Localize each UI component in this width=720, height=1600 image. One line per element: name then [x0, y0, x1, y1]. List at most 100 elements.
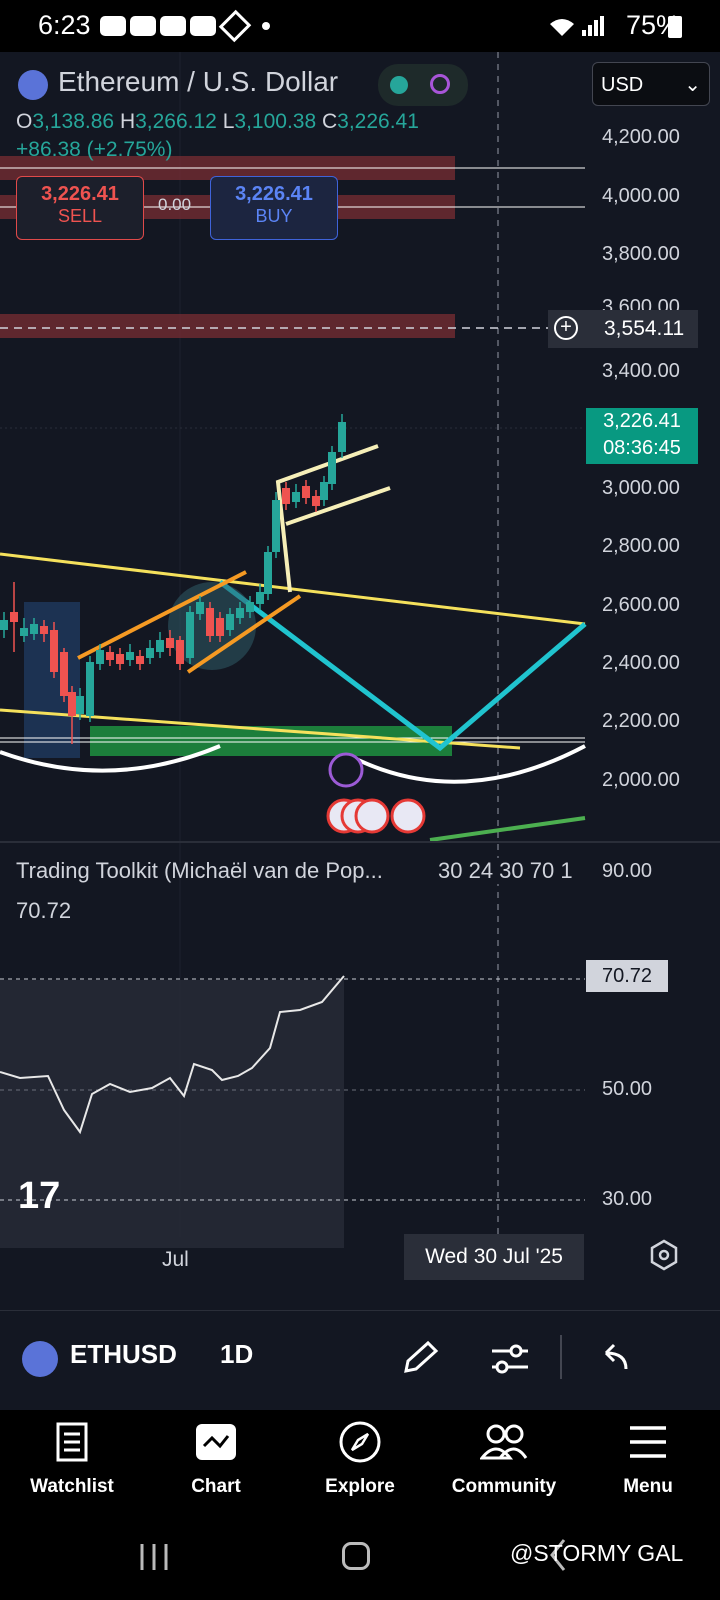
toolbar-divider: [560, 1335, 562, 1379]
battery-icon: [668, 16, 682, 38]
nav-label: Community: [451, 1476, 557, 1497]
candle-body: [338, 422, 346, 452]
candle-body: [236, 608, 244, 618]
price-axis-label: 2,600.00: [602, 594, 680, 616]
candle-body: [20, 628, 28, 636]
symbol-button[interactable]: ETHUSD: [70, 1339, 177, 1369]
candle-body: [186, 612, 194, 658]
candle-body: [264, 552, 272, 594]
candle-body: [50, 630, 58, 672]
candle-body: [206, 608, 214, 636]
price-axis-label: 3,400.00: [602, 360, 680, 382]
dot-icon: [262, 22, 270, 30]
nav-community[interactable]: Community: [432, 1410, 576, 1518]
wifi-signal-icon: [550, 16, 604, 36]
bar-countdown: 08:36:45: [603, 437, 681, 459]
community-icon: [480, 1424, 528, 1460]
buy-label: BUY: [255, 206, 293, 226]
home-icon[interactable]: [342, 1542, 370, 1570]
nav-watchlist[interactable]: Watchlist: [0, 1410, 144, 1518]
candle-body: [328, 452, 336, 484]
price-axis-label: 2,000.00: [602, 769, 680, 791]
buy-button[interactable]: 3,226.41 BUY: [210, 176, 338, 240]
candle-body: [30, 624, 38, 634]
candle-body: [256, 592, 264, 604]
nav-label: Menu: [623, 1476, 673, 1497]
crosshair-price-badge[interactable]: + 3,554.11: [548, 310, 698, 348]
indicator-title[interactable]: Trading Toolkit (Michaël van de Pop... 3…: [16, 858, 576, 884]
last-price: 3,226.41: [603, 410, 681, 432]
chart-settings-gear-icon[interactable]: [630, 1238, 674, 1282]
indicator-axis-label: 90.00: [602, 860, 653, 882]
sell-label: SELL: [57, 206, 103, 226]
live-dot-icon: [390, 76, 408, 94]
price-axis-label: 3,800.00: [602, 243, 680, 265]
price-axis-label: 2,800.00: [602, 535, 680, 557]
price-axis-label: 3,000.00: [602, 477, 680, 499]
candle-body: [40, 626, 48, 634]
currency-value: USD: [601, 74, 644, 96]
share-icon[interactable]: [430, 74, 450, 94]
candle-body: [216, 618, 224, 636]
indicator-value: 70.72: [16, 898, 72, 923]
candle-body: [196, 602, 204, 614]
recent-apps-icon[interactable]: [136, 1542, 172, 1572]
youtube-icon: [160, 16, 186, 36]
indicator-axis-label: 50.00: [602, 1078, 653, 1100]
status-time: 6:23: [38, 10, 91, 40]
chart-canvas[interactable]: 17: [0, 52, 720, 1310]
nav-explore[interactable]: Explore: [288, 1410, 432, 1518]
nav-chart[interactable]: Chart: [144, 1410, 288, 1518]
compass-icon: [339, 1421, 381, 1463]
nav-label: Watchlist: [30, 1476, 114, 1497]
candle-body: [136, 656, 144, 664]
currency-select[interactable]: USD ⌄: [592, 62, 710, 106]
back-icon[interactable]: [548, 1538, 568, 1572]
youtube-icon: [130, 16, 156, 36]
price-axis-label: 2,200.00: [602, 710, 680, 732]
price-change: +86.38 (+2.75%): [16, 138, 173, 161]
candle-body: [246, 602, 254, 612]
price-axis-label: 4,200.00: [602, 126, 680, 148]
sell-button[interactable]: 3,226.41 SELL: [16, 176, 144, 240]
nav-menu[interactable]: Menu: [576, 1410, 720, 1518]
candle-body: [76, 696, 84, 714]
system-navigation-bar: @STORMY GAL: [0, 1518, 720, 1600]
open-label: O: [16, 110, 33, 133]
last-price-badge: 3,226.41 08:36:45: [586, 408, 698, 464]
candle-body: [68, 692, 76, 716]
candle-body: [292, 492, 300, 502]
candle-body: [86, 662, 94, 716]
nav-label: Explore: [325, 1476, 395, 1497]
ethereum-logo-icon: [22, 1341, 58, 1377]
candle-body: [116, 654, 124, 664]
low-value: 3,100.38: [234, 110, 317, 133]
high-label: H: [119, 110, 136, 133]
indicator-name: Trading Toolkit (Michaël van de Pop...: [16, 858, 383, 883]
connection-toggle[interactable]: [378, 64, 468, 106]
timeframe-button[interactable]: 1D: [220, 1339, 254, 1369]
sell-price: 3,226.41: [41, 183, 119, 205]
indicator-axis-label: 30.00: [602, 1188, 653, 1210]
undo-icon[interactable]: [596, 1341, 636, 1377]
open-value: 3,138.86: [32, 110, 115, 133]
crosshair-date-badge: Wed 30 Jul '25: [404, 1234, 584, 1280]
candle-body: [226, 614, 234, 630]
add-plus-icon[interactable]: +: [554, 316, 578, 340]
candle-body: [60, 652, 68, 696]
tradingview-logo: 17: [18, 1175, 60, 1217]
price-axis-label: 3,600.00: [602, 296, 680, 310]
crosshair-price: 3,554.11: [604, 317, 685, 340]
high-value: 3,266.12: [135, 110, 217, 133]
chevron-down-icon: ⌄: [684, 74, 701, 96]
bottom-navigation: Watchlist Chart Explore Community Menu: [0, 1410, 720, 1518]
candle-body: [0, 620, 8, 630]
candle-body: [312, 496, 320, 506]
ethereum-logo-icon: [18, 70, 48, 100]
symbol-title[interactable]: Ethereum / U.S. Dollar: [58, 66, 339, 97]
nav-label: Chart: [191, 1476, 241, 1497]
indicators-sliders-icon[interactable]: [488, 1339, 532, 1379]
candle-body: [126, 652, 134, 660]
chart-area[interactable]: 17 Ethereum / U.S. Dollar USD ⌄ O3,138.86…: [0, 52, 720, 1310]
draw-pencil-icon[interactable]: [400, 1339, 440, 1379]
